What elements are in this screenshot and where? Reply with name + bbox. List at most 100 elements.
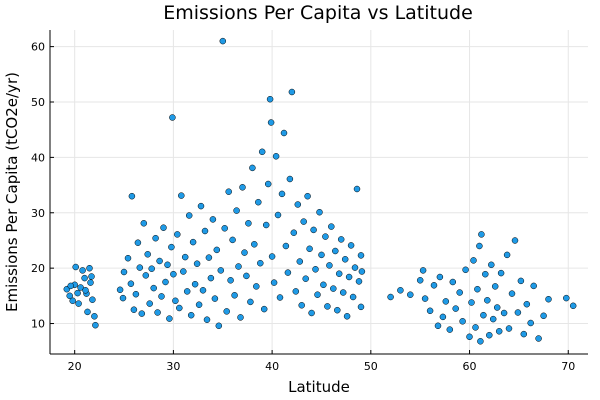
data-point xyxy=(343,313,351,320)
data-point xyxy=(345,273,353,281)
x-tick-label: 70 xyxy=(561,360,575,373)
data-point xyxy=(292,288,300,295)
data-point xyxy=(138,310,146,317)
data-point xyxy=(191,280,199,288)
data-point xyxy=(88,273,95,280)
data-point xyxy=(201,227,209,235)
y-tick-label: 40 xyxy=(31,151,45,164)
data-point xyxy=(545,295,552,303)
data-point xyxy=(124,254,132,262)
data-point xyxy=(225,188,232,195)
data-point xyxy=(288,88,296,96)
data-point xyxy=(351,264,359,271)
data-point xyxy=(488,261,495,269)
data-point xyxy=(535,335,542,342)
data-point xyxy=(144,251,151,258)
data-point xyxy=(243,272,250,280)
data-point xyxy=(294,201,302,208)
data-point xyxy=(267,119,275,126)
data-point xyxy=(527,319,534,327)
data-point xyxy=(489,315,497,323)
data-point xyxy=(178,192,185,199)
x-tick-label: 60 xyxy=(463,360,477,373)
x-tick-label: 30 xyxy=(166,360,180,373)
data-point xyxy=(530,282,537,290)
data-point xyxy=(148,265,155,272)
data-point xyxy=(183,288,191,295)
data-point xyxy=(439,313,447,321)
data-point xyxy=(211,295,219,302)
data-point xyxy=(260,305,268,313)
data-point xyxy=(168,243,175,251)
data-point xyxy=(235,263,242,270)
data-point xyxy=(266,95,274,103)
data-point xyxy=(187,311,195,319)
data-point xyxy=(280,129,288,137)
data-point xyxy=(116,286,124,294)
data-point xyxy=(127,280,135,287)
x-tick-label: 40 xyxy=(265,360,279,373)
x-axis-label: Latitude xyxy=(288,378,350,396)
data-point xyxy=(181,253,189,261)
data-point xyxy=(223,308,230,315)
data-point xyxy=(416,277,424,284)
data-point xyxy=(358,268,366,275)
data-point xyxy=(209,216,217,223)
data-point xyxy=(274,211,282,219)
y-tick-label: 50 xyxy=(31,96,45,109)
data-point xyxy=(69,297,76,305)
data-point xyxy=(128,192,136,200)
data-point xyxy=(217,267,225,274)
data-point xyxy=(353,185,361,193)
data-point xyxy=(245,220,252,227)
data-point xyxy=(493,304,501,311)
data-point xyxy=(146,300,153,307)
data-point xyxy=(563,294,570,302)
data-point xyxy=(491,283,499,290)
data-point xyxy=(89,296,96,303)
data-point xyxy=(241,249,248,256)
x-axis-ticks: 20 30 40 50 60 70 xyxy=(68,350,575,373)
chart-title: Emissions Per Capita vs Latitude xyxy=(163,2,473,24)
data-point xyxy=(459,318,466,325)
data-point xyxy=(270,279,278,286)
data-point xyxy=(304,192,311,200)
data-point xyxy=(185,212,193,219)
data-point xyxy=(508,290,516,297)
data-point xyxy=(284,269,292,276)
data-point xyxy=(495,328,503,335)
data-point xyxy=(302,275,309,282)
data-point xyxy=(169,114,176,121)
data-point xyxy=(324,303,331,310)
data-point xyxy=(500,309,508,317)
data-point xyxy=(306,245,313,253)
data-point xyxy=(339,289,347,296)
data-point xyxy=(466,333,473,341)
data-point xyxy=(79,267,86,274)
data-point xyxy=(407,291,414,298)
data-point xyxy=(142,272,150,279)
y-tick-label: 60 xyxy=(31,41,45,54)
data-point xyxy=(316,208,323,216)
data-point xyxy=(136,264,144,271)
data-point xyxy=(334,306,341,314)
data-point xyxy=(264,180,272,188)
data-point xyxy=(357,303,365,311)
data-point xyxy=(193,260,201,267)
data-point xyxy=(180,268,187,275)
data-point xyxy=(300,218,307,225)
data-point xyxy=(77,284,84,291)
data-point xyxy=(341,256,349,263)
data-point xyxy=(286,175,294,183)
data-point xyxy=(449,278,457,286)
data-point xyxy=(87,279,94,286)
data-point xyxy=(231,292,238,299)
data-point xyxy=(296,258,304,265)
data-point xyxy=(195,301,203,308)
data-point xyxy=(227,277,234,284)
data-point xyxy=(66,292,73,300)
data-point xyxy=(349,293,357,301)
data-point xyxy=(326,262,333,269)
data-point xyxy=(174,231,181,238)
data-point xyxy=(205,254,213,261)
